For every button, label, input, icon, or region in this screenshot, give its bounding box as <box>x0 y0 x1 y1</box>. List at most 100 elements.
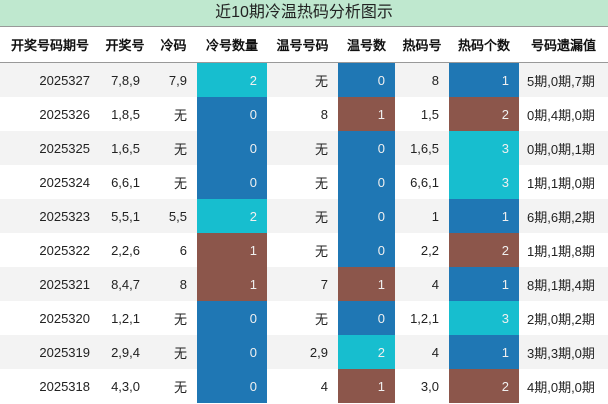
cell: 无 <box>150 131 197 165</box>
colored-cell: 1 <box>338 97 395 131</box>
colored-cell: 1 <box>449 267 519 301</box>
colored-cell: 2 <box>449 233 519 267</box>
cell: 2,2,6 <box>111 242 140 258</box>
cell: 4 <box>320 378 328 394</box>
cell: 无 <box>173 175 187 191</box>
column-header: 冷码 <box>150 27 197 63</box>
colored-cell: 3 <box>449 165 519 199</box>
colored-cell: 3 <box>449 301 519 335</box>
column-header: 温号号码 <box>267 27 338 63</box>
colored-cell: 1 <box>197 267 267 301</box>
table-row: 2025321 8,4,7 8 1 7 1 4 1 8期,1期,4期 <box>0 267 608 301</box>
cell: 8期,1期,4期 <box>519 267 608 301</box>
colored-cell: 1 <box>449 199 519 233</box>
colored-cell: 0 <box>338 62 395 97</box>
column-header: 开奖号 <box>100 27 150 63</box>
table-row: 2025327 7,8,9 7,9 2 无 0 8 1 5期,0期,7期 <box>0 62 608 97</box>
cell: 2,2 <box>420 242 439 258</box>
cell: 7,9 <box>150 62 197 97</box>
cell: 2025327 <box>0 62 100 97</box>
cell: 2025322 <box>39 242 90 258</box>
cell: 5,5,1 <box>100 199 150 233</box>
table-row: 2025323 5,5,1 5,5 2 无 0 1 1 6期,6期,2期 <box>0 199 608 233</box>
cell: 1,6,5 <box>100 131 150 165</box>
colored-cell: 0 <box>338 165 395 199</box>
column-header: 热码号 <box>395 27 449 63</box>
table-row: 2025318 4,3,0 无 0 4 1 3,0 2 4期,0期,0期 <box>0 369 608 403</box>
column-header: 温号数 <box>338 27 395 63</box>
cell: 6期,6期,2期 <box>519 199 608 233</box>
cell: 2025325 <box>0 131 100 165</box>
colored-cell: 0 <box>197 301 267 335</box>
cell: 0期,0期,1期 <box>519 131 608 165</box>
cell: 5期,0期,7期 <box>519 62 608 97</box>
table-row: 2025324 6,6,1 无 0 无 0 6,6,1 3 1期,1期,0期 <box>0 165 608 199</box>
cell: 0期,4期,0期 <box>527 107 595 123</box>
column-header: 热码个数 <box>449 27 519 63</box>
cell: 1,2,1 <box>111 310 140 326</box>
cell: 无 <box>314 311 328 327</box>
cell: 3期,3期,0期 <box>519 335 608 369</box>
colored-cell: 1 <box>338 267 395 301</box>
title: 近10期冷温热码分析图示 <box>0 0 608 27</box>
cell: 4 <box>395 335 449 369</box>
cell: 8 <box>395 62 449 97</box>
cell: 1,5 <box>420 106 439 122</box>
table-body: 2025327 7,8,9 7,9 2 无 0 8 1 5期,0期,7期 2025326 1,8,5… <box>0 62 608 403</box>
cell: 6,6,1 <box>410 174 439 190</box>
cell: 无 <box>173 107 187 123</box>
cell: 2025326 <box>39 106 90 122</box>
cell: 1,8,5 <box>111 106 140 122</box>
cell: 2025320 <box>39 310 90 326</box>
cell: 8 <box>150 267 197 301</box>
table-row: 2025322 2,2,6 6 1 无 0 2,2 2 1期,1期,8期 <box>0 233 608 267</box>
cell: 2025323 <box>0 199 100 233</box>
column-header: 开奖号码期号 <box>0 27 100 63</box>
cell: 6,6,1 <box>111 174 140 190</box>
cell: 3,0 <box>420 378 439 394</box>
cell: 无 <box>267 131 338 165</box>
colored-cell: 0 <box>197 335 267 369</box>
cell: 1 <box>395 199 449 233</box>
cell: 1,2,1 <box>410 310 439 326</box>
cell: 8 <box>320 106 328 122</box>
colored-cell: 0 <box>338 131 395 165</box>
table-row: 2025326 1,8,5 无 0 8 1 1,5 2 0期,4期,0期 <box>0 97 608 131</box>
cell: 1期,1期,8期 <box>527 243 595 259</box>
cell: 无 <box>150 335 197 369</box>
cell: 5,5 <box>150 199 197 233</box>
cell: 2025319 <box>0 335 100 369</box>
cell: 2,9,4 <box>100 335 150 369</box>
cell: 7,8,9 <box>100 62 150 97</box>
colored-cell: 0 <box>197 165 267 199</box>
colored-cell: 3 <box>449 131 519 165</box>
cell: 无 <box>314 175 328 191</box>
cell: 2025318 <box>39 378 90 394</box>
cell: 7 <box>267 267 338 301</box>
colored-cell: 2 <box>449 97 519 131</box>
table-row: 2025325 1,6,5 无 0 无 0 1,6,5 3 0期,0期,1期 <box>0 131 608 165</box>
cell: 无 <box>314 243 328 259</box>
table-row: 2025320 1,2,1 无 0 无 0 1,2,1 3 2期,0期,2期 <box>0 301 608 335</box>
cell: 无 <box>173 379 187 395</box>
colored-cell: 2 <box>449 369 519 403</box>
table-row: 2025319 2,9,4 无 0 2,9 2 4 1 3期,3期,0期 <box>0 335 608 369</box>
cell: 2期,0期,2期 <box>527 311 595 327</box>
cell: 2,9 <box>267 335 338 369</box>
cell: 无 <box>267 199 338 233</box>
cell: 4,3,0 <box>111 378 140 394</box>
colored-cell: 0 <box>338 301 395 335</box>
colored-cell: 2 <box>197 62 267 97</box>
cell: 4 <box>395 267 449 301</box>
cell: 2025321 <box>0 267 100 301</box>
cell: 4期,0期,0期 <box>527 379 595 395</box>
colored-cell: 0 <box>338 199 395 233</box>
cell: 8,4,7 <box>100 267 150 301</box>
column-header: 号码遗漏值 <box>519 27 608 63</box>
cell: 1,6,5 <box>395 131 449 165</box>
colored-cell: 1 <box>197 233 267 267</box>
cell: 2025324 <box>39 174 90 190</box>
cell: 1期,1期,0期 <box>527 175 595 191</box>
column-header: 冷号数量 <box>197 27 267 63</box>
